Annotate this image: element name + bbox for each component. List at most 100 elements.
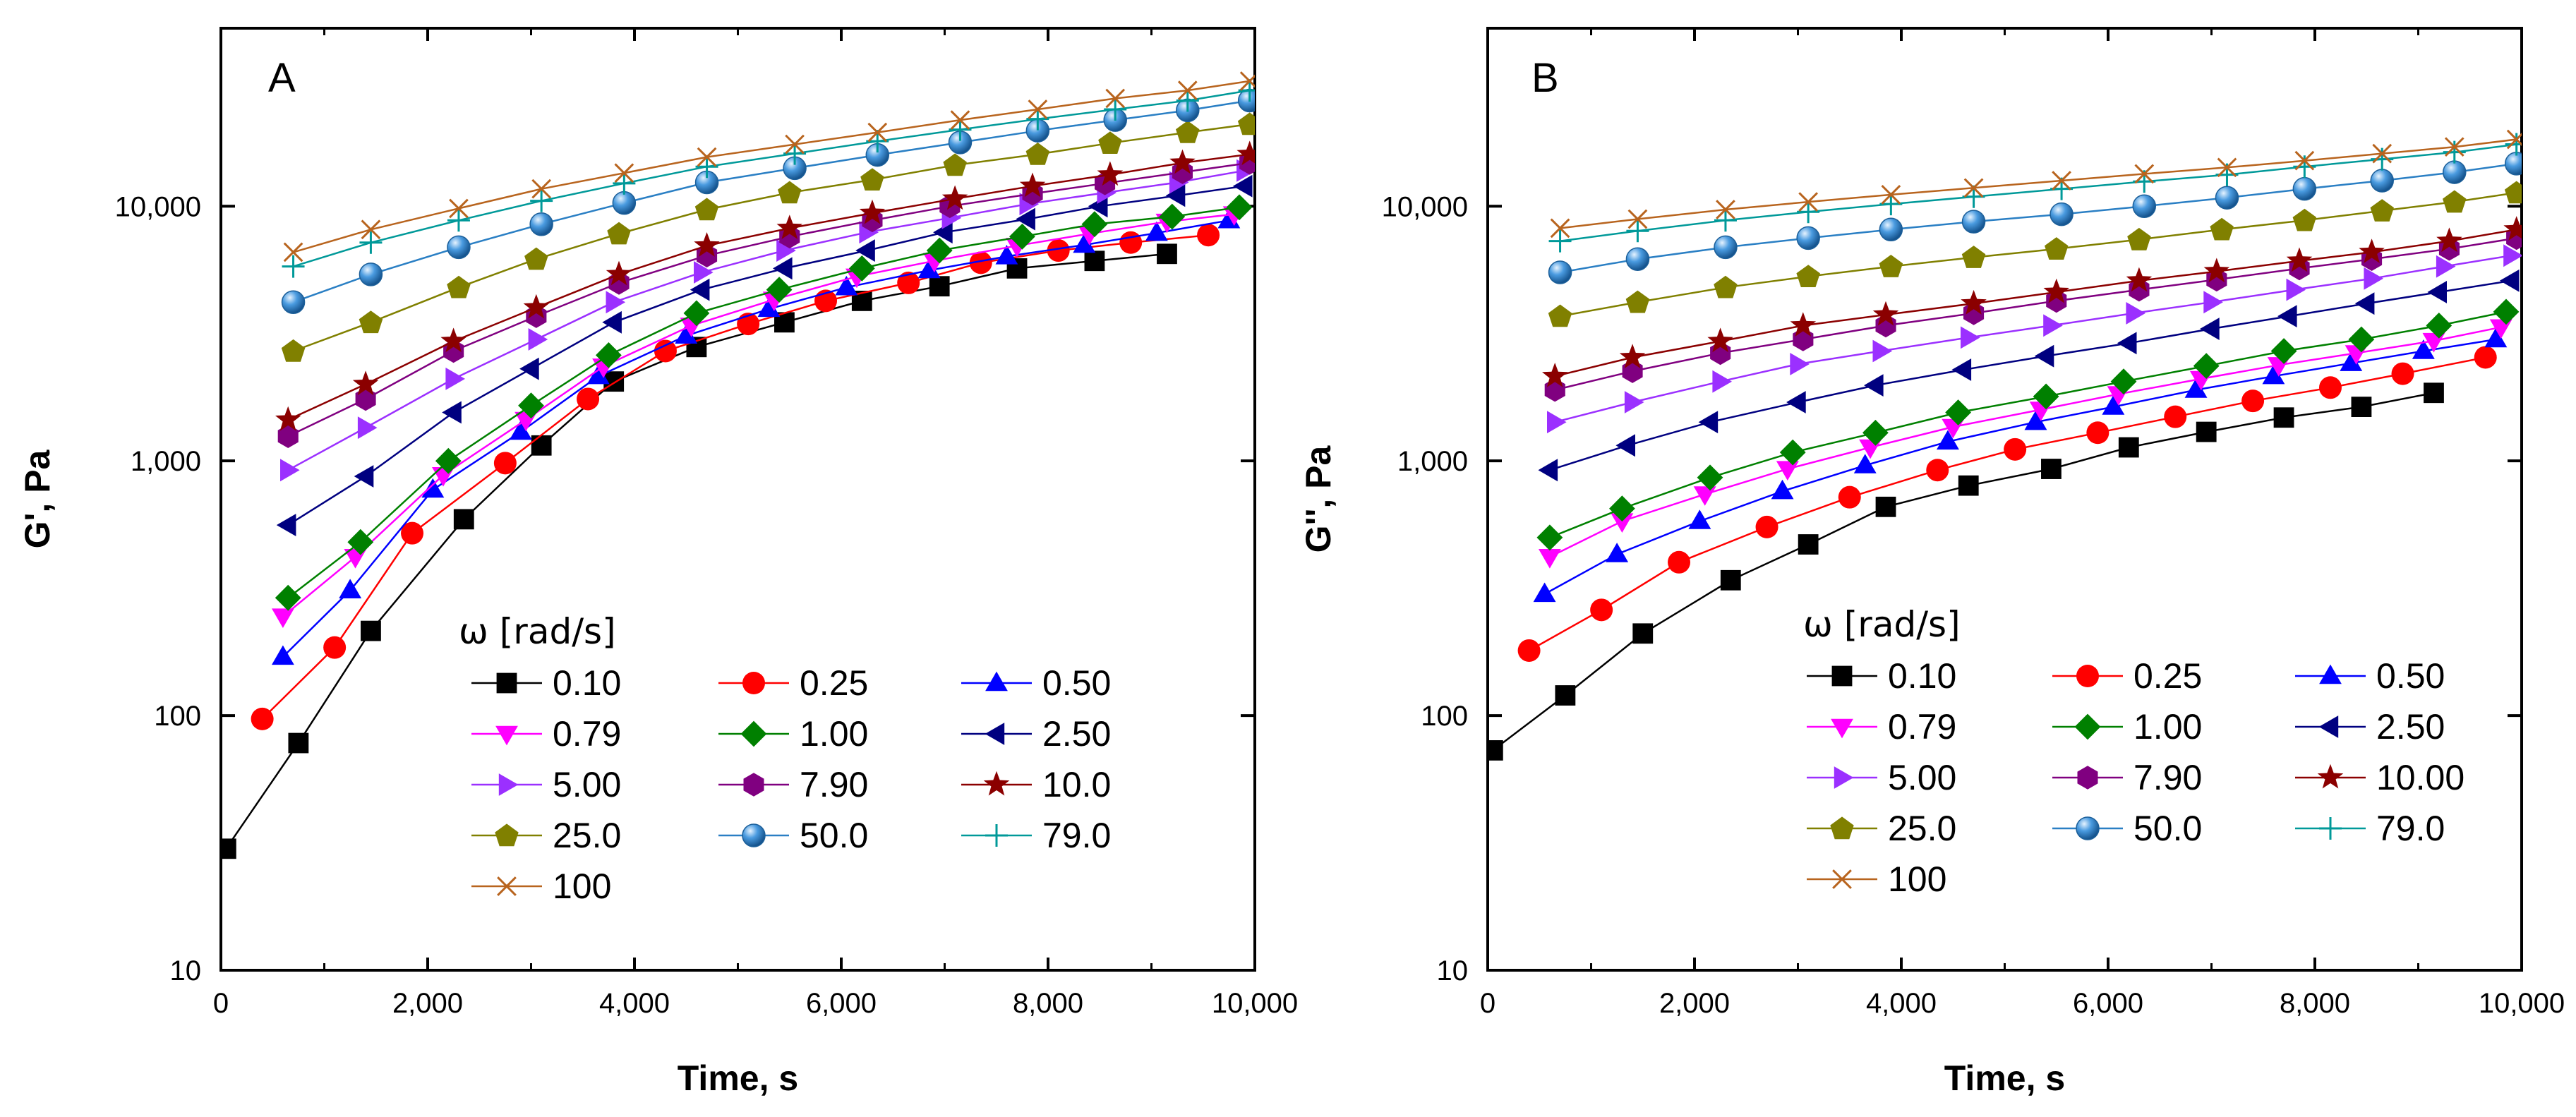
data-point-100	[449, 198, 469, 219]
legend-label: 0.50	[2376, 656, 2445, 696]
legend-label: 0.25	[800, 663, 868, 703]
data-point-0.50	[1688, 509, 1711, 529]
data-point-0.50	[995, 245, 1018, 265]
data-point-0.25	[2474, 346, 2497, 369]
x-tick-label: 8,000	[1013, 988, 1083, 1019]
data-point-2.50	[1951, 358, 1972, 381]
data-point-5.00	[2126, 302, 2145, 325]
data-point-25.0	[1961, 246, 1986, 268]
y-tick-label: 10,000	[115, 191, 201, 222]
data-point-10.00	[2286, 247, 2313, 272]
data-point-79.0	[359, 231, 383, 254]
y-axis-title: G', Pa	[18, 449, 57, 548]
legend-label: 1.00	[800, 714, 868, 754]
data-point-0.25	[1755, 515, 1778, 538]
data-point-2.50	[442, 401, 462, 424]
data-point-25.0	[943, 153, 967, 176]
data-point-5.00	[445, 367, 465, 390]
data-point-1.00	[1009, 223, 1035, 250]
data-point-0.50	[1606, 543, 1629, 562]
data-point-79.0	[282, 255, 305, 278]
legend-marker-2.50	[2318, 716, 2339, 738]
x-tick-label: 0	[1480, 988, 1495, 1019]
y-tick-label: 100	[1421, 701, 1468, 732]
data-point-100	[1881, 185, 1901, 205]
data-point-10.00	[1619, 344, 1646, 368]
x-tick-label: 2,000	[392, 988, 463, 1019]
data-point-0.10	[2041, 459, 2062, 479]
data-point-10.0	[440, 327, 467, 353]
data-point-100	[2294, 150, 2315, 171]
legend-marker-10.00	[2317, 763, 2344, 789]
data-point-10.00	[1790, 312, 1817, 337]
data-point-10.0	[1097, 161, 1124, 186]
data-point-79.0	[1104, 98, 1127, 121]
data-point-0.50	[1145, 221, 1168, 241]
data-point-25.0	[1548, 304, 1572, 327]
data-point-10.00	[1707, 327, 1733, 353]
data-point-10.0	[1236, 140, 1255, 166]
data-point-5.00	[357, 416, 378, 440]
legend-marker-0.50	[2319, 664, 2342, 684]
data-point-0.10	[1555, 685, 1576, 706]
data-point-10.0	[1019, 172, 1046, 198]
data-point-100	[2052, 171, 2071, 191]
legend-label: 79.0	[2376, 809, 2445, 848]
data-point-5.00	[2503, 244, 2522, 267]
data-point-5.00	[1547, 411, 1567, 434]
data-point-0.50	[339, 579, 362, 598]
x-tick-label: 2,000	[1659, 988, 1730, 1019]
data-point-79.0	[1714, 209, 1737, 232]
legend-marker-50.0	[742, 823, 766, 847]
data-point-10.0	[1169, 149, 1196, 174]
data-point-0.50	[586, 364, 610, 385]
data-point-50.0	[1625, 247, 1650, 271]
series-line-0.50	[282, 219, 1229, 658]
data-point-7.90	[355, 387, 376, 411]
data-point-79.0	[1626, 219, 1649, 243]
data-point-10.00	[1872, 301, 1899, 326]
data-point-0.10	[1488, 740, 1503, 761]
data-point-7.90	[277, 424, 299, 448]
y-tick-label: 1,000	[1397, 446, 1468, 477]
data-point-2.50	[2277, 305, 2297, 327]
data-point-0.25	[969, 251, 992, 274]
data-point-0.50	[1937, 430, 1959, 450]
data-point-0.25	[2004, 437, 2027, 461]
data-point-0.79	[1776, 461, 1799, 481]
data-point-50.0	[2215, 186, 2239, 210]
data-point-2.50	[276, 514, 296, 536]
data-point-100	[1550, 218, 1570, 239]
x-tick-label: 4,000	[599, 988, 670, 1019]
data-point-1.00	[518, 392, 544, 419]
legend-label: 0.79	[1888, 707, 1956, 747]
data-point-2.50	[602, 310, 622, 334]
legend-marker-0.50	[985, 671, 1008, 692]
data-point-0.50	[2102, 395, 2125, 415]
data-point-0.50	[2340, 351, 2363, 371]
legend-title: ω [rad/s]	[1803, 604, 1961, 645]
data-point-100	[2134, 164, 2155, 184]
data-point-25.0	[778, 181, 802, 204]
data-point-0.50	[509, 420, 532, 440]
data-point-79.0	[2371, 147, 2394, 171]
x-tick-label: 0	[213, 988, 229, 1019]
data-point-0.10	[1157, 243, 1177, 265]
data-point-0.50	[2484, 327, 2508, 348]
data-point-10.00	[2043, 278, 2069, 303]
data-point-0.50	[2412, 339, 2435, 359]
data-point-0.10	[221, 838, 236, 859]
data-point-79.0	[949, 118, 972, 141]
data-point-50.0	[2050, 202, 2074, 227]
x-tick-label: 10,000	[2479, 988, 2565, 1019]
data-point-100	[1627, 209, 1648, 229]
data-point-100	[361, 219, 381, 240]
data-point-2.50	[773, 257, 793, 280]
x-tick-label: 4,000	[1866, 988, 1937, 1019]
data-point-10.00	[2436, 227, 2462, 253]
data-point-2.50	[2117, 332, 2137, 355]
data-point-5.00	[1712, 370, 1732, 393]
data-point-0.25	[1119, 231, 1143, 254]
legend-label: 5.00	[553, 765, 621, 804]
legend-marker-79.0	[985, 824, 1008, 847]
